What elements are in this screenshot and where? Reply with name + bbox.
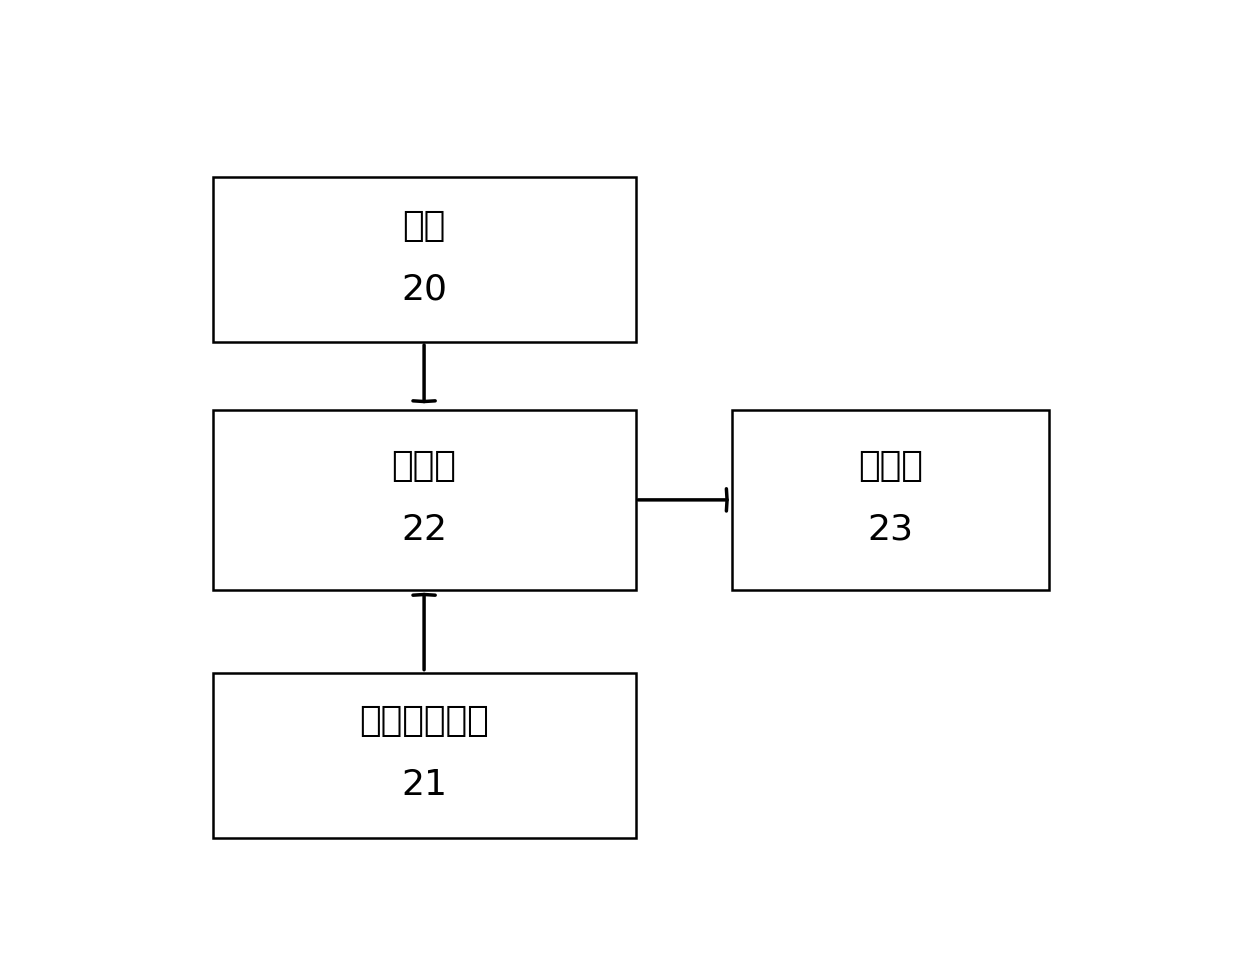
Text: 电机控制装置: 电机控制装置 bbox=[360, 704, 489, 738]
Bar bbox=[213, 410, 635, 590]
Text: 22: 22 bbox=[401, 513, 448, 547]
Text: 23: 23 bbox=[867, 513, 913, 547]
Text: 21: 21 bbox=[401, 768, 448, 802]
Text: 20: 20 bbox=[401, 273, 448, 307]
Text: 逆变器: 逆变器 bbox=[392, 449, 456, 483]
Bar bbox=[213, 177, 635, 342]
Bar bbox=[213, 673, 635, 838]
Text: 电池: 电池 bbox=[403, 209, 445, 243]
Bar bbox=[732, 410, 1049, 590]
Text: 电动机: 电动机 bbox=[858, 449, 923, 483]
